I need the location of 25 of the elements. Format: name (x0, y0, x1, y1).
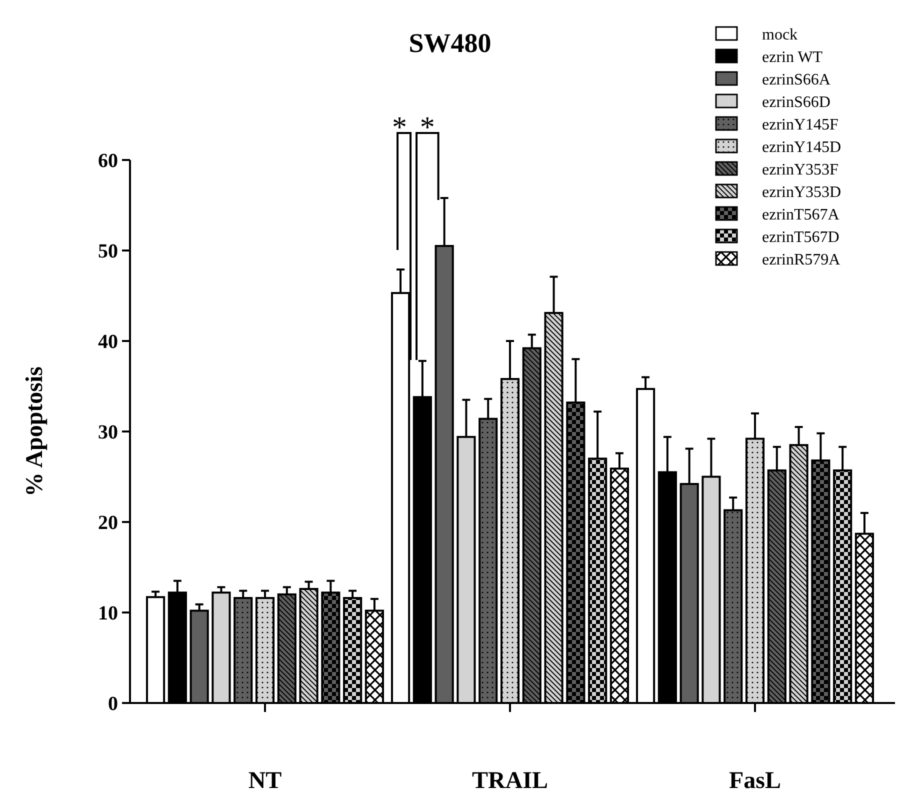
y-tick-label: 50 (98, 240, 118, 262)
legend-label: mock (762, 26, 798, 44)
y-tick-label: 20 (98, 512, 118, 534)
y-tick-label: 0 (108, 693, 118, 715)
y-axis-title: % Apoptosis (22, 366, 48, 497)
legend-label: ezrinY353D (762, 184, 842, 202)
legend-label: ezrinY353F (762, 162, 839, 179)
x-tick-label: FasL (728, 768, 782, 792)
legend-label: ezrinS66A (762, 72, 831, 89)
x-tick-label: TRAIL (472, 768, 548, 792)
text: * (420, 111, 435, 144)
x-tick-label: NT (248, 768, 282, 792)
y-tick-label: 30 (98, 422, 118, 444)
legend-label: ezrinY145D (762, 139, 842, 156)
y-tick-label: 60 (98, 150, 118, 172)
legend-label: ezrinR579A (762, 252, 841, 269)
legend-label: ezrinY145F (762, 116, 839, 134)
legend-label: ezrinS66D (762, 94, 830, 112)
legend-label: ezrinT567D (762, 229, 840, 246)
text: * (392, 111, 408, 144)
chart-title: SW480 (408, 28, 492, 58)
y-tick-label: 10 (98, 602, 118, 624)
legend-label: ezrin WT (762, 49, 823, 66)
legend-label: ezrinT567A (762, 206, 840, 224)
y-tick-label: 40 (98, 331, 118, 353)
